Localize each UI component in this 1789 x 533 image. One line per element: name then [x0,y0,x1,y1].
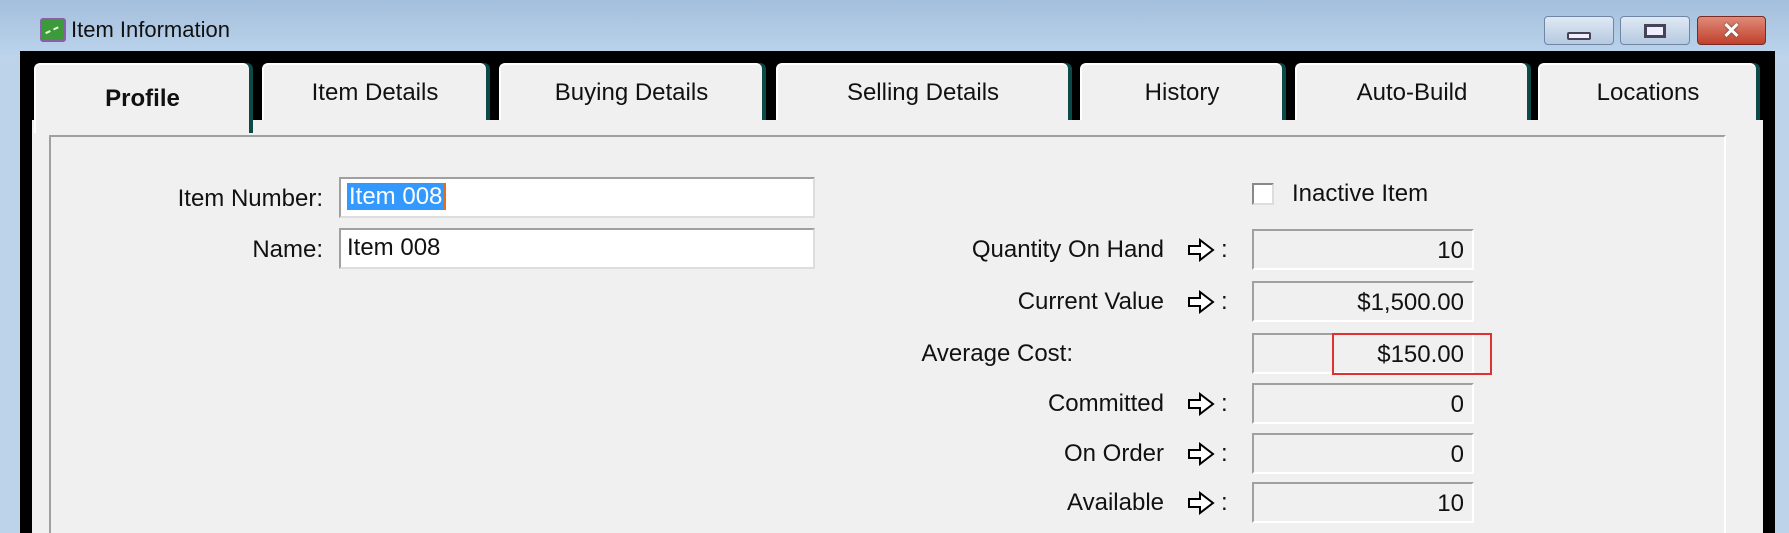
app-icon [40,18,66,42]
item-number-input[interactable]: Item 008 [339,177,815,218]
tab-label: Profile [105,85,180,112]
window-title: Item Information [71,17,230,42]
tab-label: History [1144,79,1220,106]
committed-label: Committed [1047,390,1164,417]
available-field: 10 [1252,482,1474,523]
drilldown-arrow-icon[interactable] [1187,290,1215,314]
colon: : [1221,236,1228,263]
on-order-label: On Order [1063,440,1164,467]
tab-label: Auto-Build [1356,79,1468,106]
close-button[interactable]: ✕ [1697,16,1766,45]
tab-label: Locations [1596,79,1700,106]
tab-label: Item Details [311,79,439,106]
drilldown-arrow-icon[interactable] [1187,238,1215,262]
available-label: Available [1067,489,1164,516]
item-number-label: Item Number: [177,185,323,212]
committed-field: 0 [1252,383,1474,424]
minimize-button[interactable] [1544,16,1614,45]
tab-item-details[interactable]: Item Details [262,63,486,121]
average-cost-highlight [1332,333,1492,375]
tab-auto-build[interactable]: Auto-Build [1295,63,1527,121]
name-label: Name: [252,236,323,263]
drilldown-arrow-icon[interactable] [1187,491,1215,515]
colon: : [1221,489,1228,516]
tab-selling-details[interactable]: Selling Details [776,63,1068,121]
inactive-item-label[interactable]: Inactive Item [1292,180,1429,207]
colon: : [1221,390,1228,417]
quantity-on-hand-field: 10 [1252,229,1474,270]
colon: : [1221,288,1228,315]
selected-text: Item 008 [347,183,447,210]
on-order-field: 0 [1252,433,1474,474]
inactive-item-checkbox[interactable] [1252,183,1274,205]
tab-label: Selling Details [846,79,1000,106]
tab-label: Buying Details [554,79,709,106]
tab-profile[interactable]: Profile [34,63,249,133]
quantity-on-hand-label: Quantity On Hand [971,236,1164,263]
maximize-icon [1644,23,1666,38]
minimize-icon [1567,31,1591,40]
average-cost-label: Average Cost: [921,340,1073,367]
tab-buying-details[interactable]: Buying Details [499,63,762,121]
tab-locations[interactable]: Locations [1538,63,1756,121]
current-value-label: Current Value [1017,288,1164,315]
title-bar: Item Information ✕ [0,0,1789,57]
maximize-button[interactable] [1620,16,1690,45]
name-input[interactable]: Item 008 [339,228,815,269]
current-value-field: $1,500.00 [1252,281,1474,322]
drilldown-arrow-icon[interactable] [1187,442,1215,466]
colon: : [1221,440,1228,467]
close-icon: ✕ [1722,17,1741,43]
tab-history[interactable]: History [1080,63,1282,121]
drilldown-arrow-icon[interactable] [1187,392,1215,416]
